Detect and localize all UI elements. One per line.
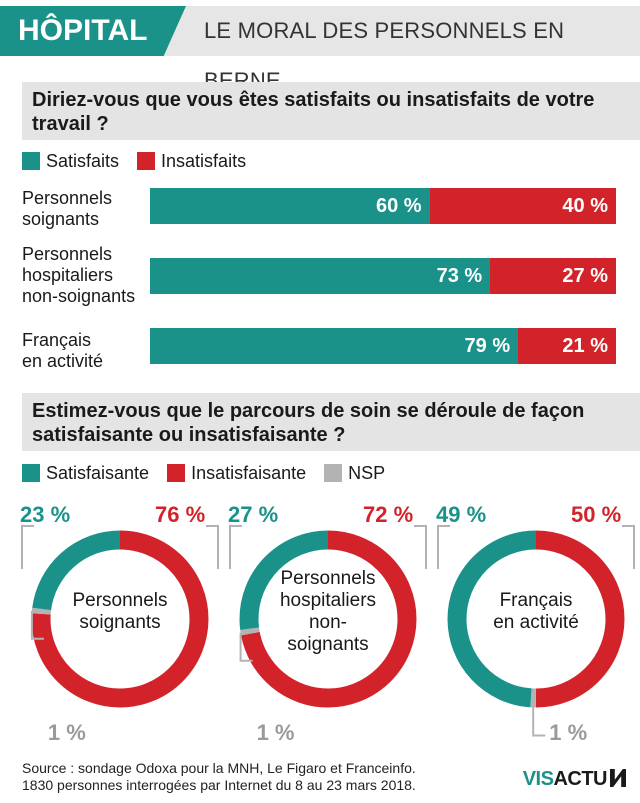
legend-swatch-red: [167, 464, 186, 482]
bar-category-label: Français en activité: [22, 330, 104, 371]
legend-item-insatisfaisante: Insatisfaisante: [167, 463, 306, 484]
bar-value-label: 73 %: [436, 265, 483, 287]
donut-label-insatisfaisante: 72 %: [363, 502, 414, 527]
donut-center-label: Personnels soignants: [72, 590, 168, 633]
donut-slice-satisfaisante: [447, 530, 625, 708]
legend-item-satisfied: Satisfaits: [22, 151, 119, 172]
legend-swatch-grey: [324, 464, 343, 482]
source-line-2: 1830 personnes interrogées par Internet …: [22, 777, 416, 793]
donut-label-satisfaisante: 23 %: [20, 502, 71, 527]
donut-slice-satisfaisante: [239, 530, 417, 708]
legend-label-unsatisfied: Insatisfaits: [161, 150, 247, 171]
header-subtitle: LE MORAL DES PERSONNELS EN BERNE: [204, 18, 565, 93]
question-2: Estimez-vous que le parcours de soin se …: [22, 393, 640, 451]
donut-svg: [21, 525, 219, 708]
legend-item-unsatisfied: Insatisfaits: [137, 151, 246, 172]
legend-swatch-teal: [22, 152, 40, 170]
leader-line-insatisfaisante: [414, 525, 427, 569]
legend-item-satisfaisante: Satisfaisante: [22, 463, 149, 484]
donut-slice-satisfaisante: [31, 530, 209, 708]
leader-line-satisfaisante: [21, 525, 34, 569]
leader-line-nsp: [239, 632, 253, 662]
leader-line-satisfaisante: [229, 525, 242, 569]
donut-chart: [20, 496, 220, 756]
bar-segment-satisfied: 73 %: [150, 258, 491, 294]
donut-label-insatisfaisante: 76 %: [155, 502, 206, 527]
leader-line-insatisfaisante: [206, 525, 219, 569]
bar-segment-satisfied: 60 %: [150, 188, 430, 224]
leader-line-nsp: [532, 707, 546, 737]
donut-center-label: Personnels hospitaliers non-soignants: [279, 568, 377, 655]
bar-value-label: 60 %: [376, 195, 422, 217]
bar-segment-satisfied: 79 %: [150, 328, 519, 364]
bar-value-label: 21 %: [562, 335, 608, 357]
donut-chart: [228, 496, 428, 756]
donut-label-satisfaisante: 49 %: [436, 502, 487, 527]
stacked-bar: 73 % 27 %: [150, 258, 616, 294]
legend-label-insatisfaisante: Insatisfaisante: [191, 462, 307, 483]
legend-swatch-teal: [22, 464, 40, 482]
bar-category-label: Personnels soignants: [22, 188, 113, 229]
leader-line-insatisfaisante: [622, 525, 635, 569]
donut-center-label: Français en activité: [493, 590, 579, 633]
visactu-logo: VISACTU: [523, 768, 626, 791]
donut-label-nsp: 1 %: [549, 720, 588, 745]
stacked-bar: 79 % 21 %: [150, 328, 616, 364]
bar-value-label: 40 %: [562, 195, 608, 217]
legend-label-satisfaisante: Satisfaisante: [46, 462, 150, 483]
question-1: Diriez-vous que vous êtes satisfaits ou …: [22, 82, 640, 140]
source-note: Source : sondage Odoxa pour la MNH, Le F…: [22, 760, 416, 794]
bar-segment-unsatisfied: 27 %: [490, 258, 616, 294]
legend-item-nsp: NSP: [324, 463, 385, 484]
donut-svg: [229, 525, 427, 708]
legend-swatch-red: [137, 152, 156, 170]
legend-2: Satisfaisante Insatisfaisante NSP: [22, 462, 403, 484]
logo-mark-icon: [610, 769, 626, 787]
donut-svg: [437, 525, 635, 737]
leader-line-nsp: [30, 610, 44, 640]
legend-1: Satisfaits Insatisfaits: [22, 150, 264, 172]
bar-value-label: 79 %: [464, 335, 511, 357]
bar-value-label: 27 %: [562, 265, 608, 287]
leader-line-satisfaisante: [437, 525, 450, 569]
donut-label-insatisfaisante: 50 %: [571, 502, 622, 527]
header-tag: HÔPITAL: [0, 6, 186, 56]
donut-label-satisfaisante: 27 %: [228, 502, 279, 527]
bar-category-label: Personnels hospitaliers non-soignants: [22, 244, 136, 306]
stacked-bar: 60 % 40 %: [150, 188, 616, 224]
donut-chart: [436, 496, 636, 756]
donut-label-nsp: 1 %: [256, 720, 295, 745]
source-line-1: Source : sondage Odoxa pour la MNH, Le F…: [22, 760, 416, 776]
legend-label-satisfied: Satisfaits: [46, 150, 120, 171]
bar-segment-unsatisfied: 21 %: [518, 328, 616, 364]
donut-label-nsp: 1 %: [47, 720, 86, 745]
logo-part-2: ACTU: [553, 768, 607, 790]
bar-segment-unsatisfied: 40 %: [429, 188, 616, 224]
logo-part-1: VIS: [522, 768, 554, 790]
legend-label-nsp: NSP: [348, 462, 386, 483]
